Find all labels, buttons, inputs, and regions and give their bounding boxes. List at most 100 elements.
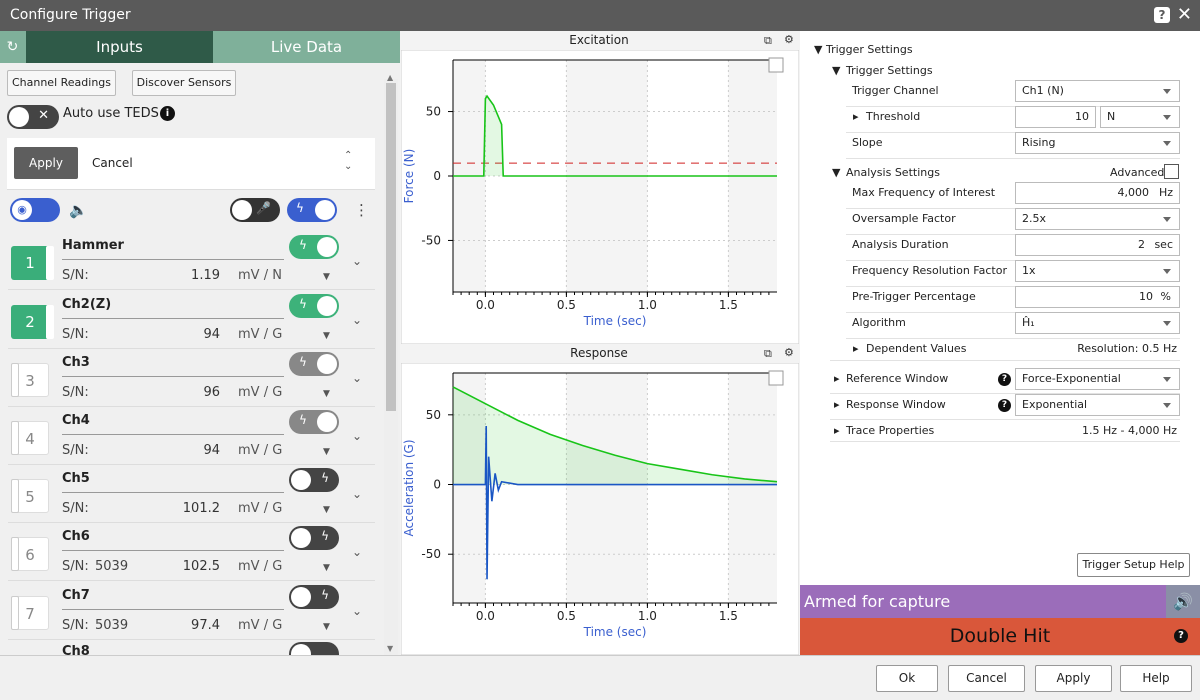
sensitivity-unit: mV / G <box>238 559 283 574</box>
ref-window-select[interactable]: Force-Exponential <box>1015 368 1180 390</box>
oversample-label: Oversample Factor <box>852 212 956 225</box>
copy-icon[interactable]: ⧉ <box>764 347 772 360</box>
expand-icon[interactable]: ⌄ <box>352 487 363 501</box>
help-icon[interactable]: ? <box>1174 629 1188 643</box>
channel-row[interactable]: 1 Hammer ϟ S/N: 1.19 mV / N ▼ ⌄ <box>8 232 375 290</box>
threshold-input[interactable]: 10 <box>1015 106 1096 128</box>
trigger-help-button[interactable]: Trigger Setup Help <box>1077 553 1190 577</box>
channel-trigger-toggle[interactable]: ϟ <box>289 352 339 376</box>
expand-icon[interactable]: ⌄ <box>352 429 363 443</box>
resp-window-select[interactable]: Exponential <box>1015 394 1180 416</box>
expand-icon[interactable]: ▸ <box>834 398 840 411</box>
tab-live-data[interactable]: Live Data <box>270 38 343 56</box>
sensor-filter-toggle[interactable]: ◉ <box>10 198 60 222</box>
algorithm-select[interactable]: Ĥ₁ <box>1015 312 1180 334</box>
channel-trigger-toggle[interactable]: ϟ <box>289 294 339 318</box>
auto-teds-toggle[interactable]: ✕ <box>7 105 59 129</box>
sensitivity-value[interactable]: 1.19 <box>191 268 220 283</box>
duration-input[interactable]: 2 sec <box>1015 234 1180 256</box>
expand-icon[interactable]: ▸ <box>834 372 840 385</box>
response-chart[interactable]: 0.0 0.5 1.0 1.5 50 0 -50 Time (sec) Acceleration… <box>401 363 799 655</box>
trigger-channel-select[interactable]: Ch1 (N) <box>1015 80 1180 102</box>
refresh-icon[interactable]: ↻ <box>6 39 19 55</box>
help-icon[interactable]: ? <box>998 373 1011 386</box>
collapse-icon[interactable]: ▼ <box>814 43 823 56</box>
channel-row[interactable]: 3 Ch3 ϟ S/N: 96 mV / G ▼ ⌄ <box>8 349 375 407</box>
expand-icon[interactable]: ▸ <box>834 424 840 437</box>
expand-icon[interactable]: ⌄ <box>352 545 363 559</box>
mic-toggle[interactable]: 🎤 <box>230 198 280 222</box>
collapse-icon[interactable]: ▼ <box>832 166 841 179</box>
expand-icon[interactable]: ▸ <box>853 110 859 123</box>
expand-icon[interactable]: ▸ <box>853 342 859 355</box>
slope-select[interactable]: Rising <box>1015 132 1180 154</box>
oversample-select[interactable]: 2.5x <box>1015 208 1180 230</box>
advanced-checkbox[interactable] <box>1164 164 1179 179</box>
sensitivity-value[interactable]: 101.2 <box>182 501 220 516</box>
pretrigger-input[interactable]: 10 % <box>1015 286 1180 308</box>
sensitivity-unit: mV / G <box>238 385 283 400</box>
expand-icon[interactable]: ⌄ <box>352 371 363 385</box>
unit-dropdown-icon[interactable]: ▼ <box>323 622 330 632</box>
max-freq-input[interactable]: 4,000 Hz <box>1015 182 1180 204</box>
expand-icon[interactable]: ⌄ <box>352 604 363 618</box>
freq-res-select[interactable]: 1x <box>1015 260 1180 282</box>
sensitivity-value[interactable]: 102.5 <box>182 559 220 574</box>
channel-row[interactable]: Ch8 <box>8 640 375 655</box>
more-options-icon[interactable]: ⋮ <box>354 201 369 219</box>
collapse-icon[interactable]: ▼ <box>832 64 841 77</box>
mic-icon: 🎤 <box>256 201 271 215</box>
gear-icon[interactable]: ⚙ <box>784 346 794 359</box>
channel-trigger-toggle[interactable]: ϟ <box>289 468 339 492</box>
ok-button[interactable]: Ok <box>876 665 938 692</box>
speaker-icon[interactable]: 🔊 <box>1166 585 1200 618</box>
apply-button[interactable]: Apply <box>14 147 78 179</box>
response-plot: Response ⧉ ⚙ 0.0 0.5 1.0 1.5 50 0 -50 Time (sec… <box>400 344 800 655</box>
gear-icon[interactable]: ⚙ <box>784 33 794 46</box>
trigger-toggle[interactable]: ϟ <box>287 198 337 222</box>
channel-scrollbar[interactable]: ▲ ▼ <box>384 73 398 655</box>
close-icon[interactable]: ✕ <box>1176 4 1192 25</box>
x-tick-label: 0.0 <box>476 609 495 623</box>
unit-dropdown-icon[interactable]: ▼ <box>323 563 330 573</box>
unit-dropdown-icon[interactable]: ▼ <box>323 272 330 282</box>
channel-trigger-toggle[interactable] <box>289 642 339 655</box>
sensitivity-value[interactable]: 94 <box>203 327 220 342</box>
apply-button[interactable]: Apply <box>1035 665 1112 692</box>
info-icon[interactable]: i <box>160 106 175 121</box>
threshold-unit-select[interactable]: N <box>1100 106 1180 128</box>
speaker-icon[interactable]: 🔈 <box>69 201 88 219</box>
unit-dropdown-icon[interactable]: ▼ <box>323 331 330 341</box>
channel-row[interactable]: 5 Ch5 ϟ S/N: 101.2 mV / G ▼ ⌄ <box>8 465 375 523</box>
channel-row[interactable]: 4 Ch4 ϟ S/N: 94 mV / G ▼ ⌄ <box>8 407 375 465</box>
channel-trigger-toggle[interactable]: ϟ <box>289 526 339 550</box>
channel-trigger-toggle[interactable]: ϟ <box>289 235 339 259</box>
collapse-icon[interactable]: ⌃ ⌄ <box>344 150 353 172</box>
channel-readings-button[interactable]: Channel Readings <box>7 70 116 96</box>
tab-inputs[interactable]: Inputs <box>26 31 213 63</box>
channel-trigger-toggle[interactable]: ϟ <box>289 410 339 434</box>
help-button[interactable]: Help <box>1120 665 1192 692</box>
sensitivity-value[interactable]: 97.4 <box>191 618 220 633</box>
cancel-button[interactable]: Cancel <box>948 665 1025 692</box>
channel-row[interactable]: 2 Ch2(Z) ϟ S/N: 94 mV / G ▼ ⌄ <box>8 291 375 349</box>
copy-icon[interactable]: ⧉ <box>764 34 772 47</box>
expand-icon[interactable]: ⌄ <box>352 313 363 327</box>
sensitivity-value[interactable]: 96 <box>203 385 220 400</box>
help-icon[interactable]: ? <box>1154 7 1170 23</box>
unit-dropdown-icon[interactable]: ▼ <box>323 447 330 457</box>
series-line <box>453 94 777 177</box>
discover-sensors-button[interactable]: Discover Sensors <box>132 70 236 96</box>
channel-trigger-toggle[interactable]: ϟ <box>289 585 339 609</box>
y-tick-label: 0 <box>433 478 441 492</box>
cancel-link[interactable]: Cancel <box>92 156 133 170</box>
help-icon[interactable]: ? <box>998 399 1011 412</box>
sensitivity-value[interactable]: 94 <box>203 443 220 458</box>
channel-row[interactable]: 7 Ch7 ϟ S/N: 5039 97.4 mV / G ▼ ⌄ <box>8 582 375 640</box>
unit-dropdown-icon[interactable]: ▼ <box>323 505 330 515</box>
expand-icon[interactable]: ⌄ <box>352 254 363 268</box>
channel-row[interactable]: 6 Ch6 ϟ S/N: 5039 102.5 mV / G ▼ ⌄ <box>8 523 375 581</box>
unit-dropdown-icon[interactable]: ▼ <box>323 389 330 399</box>
plot-band <box>566 373 648 603</box>
excitation-chart[interactable]: 0.0 0.5 1.0 1.5 50 0 -50 Time (sec) Force (N) <box>401 50 799 344</box>
